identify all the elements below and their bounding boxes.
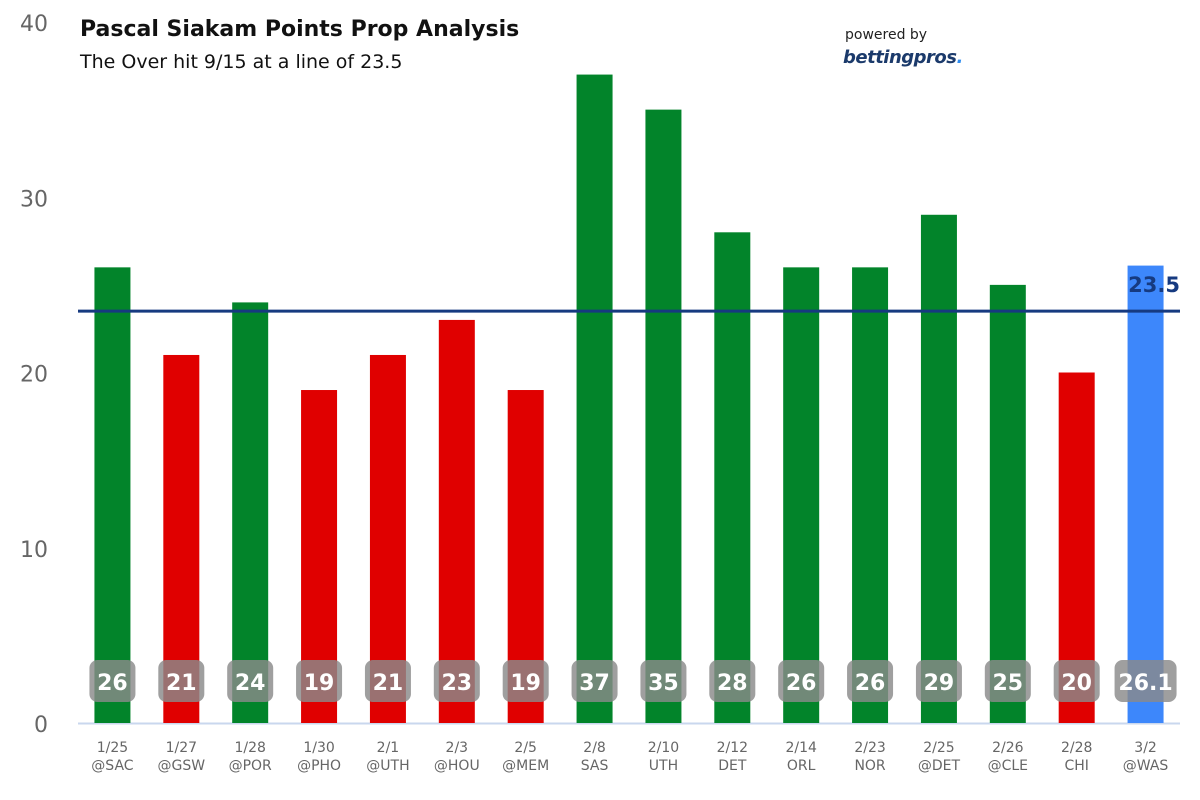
x-tick-opponent: UTH	[649, 758, 678, 774]
x-tick-date: 3/2	[1134, 740, 1157, 756]
x-tick-date: 2/26	[992, 740, 1024, 756]
chart-subtitle: The Over hit 9/15 at a line of 23.5	[80, 51, 403, 73]
value-badge	[571, 660, 618, 702]
x-tick-date: 2/23	[854, 740, 885, 756]
x-tick-opponent: @POR	[229, 758, 272, 774]
value-badge	[640, 660, 687, 702]
value-badge	[1053, 660, 1100, 702]
x-tick-opponent: @CLE	[988, 758, 1028, 774]
y-tick-label: 0	[34, 713, 48, 738]
value-badge	[984, 660, 1031, 702]
prop-line-label: 23.5	[1128, 273, 1180, 297]
chart-title: Pascal Siakam Points Prop Analysis	[80, 17, 520, 42]
bar-2-8	[576, 74, 613, 723]
data-label: 26	[855, 671, 886, 696]
data-label: 26	[786, 671, 817, 696]
x-tick-opponent: @WAS	[1123, 758, 1169, 774]
value-badge	[158, 660, 205, 702]
x-tick-date: 2/10	[648, 740, 679, 756]
value-badge	[89, 660, 136, 702]
bar-2-14	[783, 267, 820, 723]
bar-3-2	[1127, 265, 1164, 723]
bar-2-26	[989, 284, 1026, 723]
bar-2-23	[852, 267, 889, 723]
powered-by-text: powered by	[845, 27, 928, 43]
bar-1-25	[94, 267, 131, 723]
x-tick-date: 2/1	[377, 740, 400, 756]
x-tick-date: 2/14	[785, 740, 817, 756]
data-label: 28	[717, 671, 748, 696]
bar-2-3	[438, 319, 475, 723]
data-label: 26.1	[1118, 671, 1172, 696]
x-tick-opponent: ORL	[787, 758, 816, 774]
x-tick-opponent: CHI	[1064, 758, 1088, 774]
bar-2-25	[920, 214, 957, 723]
y-tick-label: 10	[20, 538, 48, 563]
x-tick-date: 1/27	[166, 740, 197, 756]
x-tick-opponent: SAS	[581, 758, 609, 774]
x-tick-date: 2/12	[717, 740, 748, 756]
x-tick-date: 2/28	[1061, 740, 1092, 756]
x-tick-date: 2/5	[514, 740, 537, 756]
x-tick-date: 2/25	[923, 740, 954, 756]
x-tick-opponent: DET	[718, 758, 747, 774]
value-badge	[847, 660, 894, 702]
value-badge	[433, 660, 480, 702]
data-label: 35	[648, 671, 679, 696]
x-tick-opponent: @DET	[918, 758, 961, 774]
value-badge	[915, 660, 962, 702]
x-tick-date: 2/3	[446, 740, 469, 756]
value-badge	[364, 660, 411, 702]
x-tick-opponent: @SAC	[91, 758, 133, 774]
x-tick-opponent: @MEM	[502, 758, 549, 774]
x-tick-opponent: @GSW	[158, 758, 206, 774]
data-label: 21	[373, 671, 404, 696]
y-tick-label: 20	[20, 363, 48, 388]
y-tick-label: 30	[20, 187, 48, 212]
bar-1-28	[232, 302, 269, 723]
value-badge	[1114, 660, 1177, 702]
data-label: 19	[304, 671, 335, 696]
data-label: 37	[579, 671, 610, 696]
data-label: 24	[235, 671, 266, 696]
value-badge	[502, 660, 549, 702]
x-tick-opponent: NOR	[854, 758, 885, 774]
bar-2-10	[645, 109, 682, 723]
data-label: 19	[510, 671, 541, 696]
data-label: 23	[442, 671, 473, 696]
x-tick-date: 1/28	[234, 740, 265, 756]
value-badge	[227, 660, 274, 702]
data-label: 21	[166, 671, 197, 696]
y-tick-label: 40	[20, 12, 48, 37]
x-tick-opponent: @PHO	[297, 758, 341, 774]
x-tick-date: 2/8	[583, 740, 606, 756]
x-tick-opponent: @HOU	[434, 758, 480, 774]
data-label: 26	[97, 671, 128, 696]
value-badge	[296, 660, 343, 702]
x-tick-opponent: @UTH	[366, 758, 409, 774]
data-label: 20	[1061, 671, 1092, 696]
value-badge	[778, 660, 825, 702]
bettingpros-logo[interactable]: bettingpros.	[843, 47, 963, 68]
x-tick-date: 1/25	[97, 740, 128, 756]
value-badge	[709, 660, 756, 702]
data-label: 25	[993, 671, 1024, 696]
x-tick-date: 1/30	[303, 740, 334, 756]
bar-2-12	[714, 232, 751, 724]
brand-dot: .	[956, 47, 964, 68]
brand-name: bettingpros	[843, 47, 957, 68]
data-label: 29	[924, 671, 955, 696]
